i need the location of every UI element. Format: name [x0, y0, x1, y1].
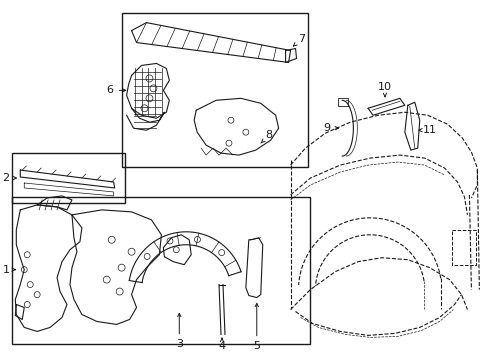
Bar — [122, 13, 308, 167]
Text: 4: 4 — [219, 338, 225, 351]
Text: 3: 3 — [176, 313, 183, 350]
Text: 11: 11 — [419, 125, 437, 135]
Text: 2: 2 — [2, 173, 17, 183]
Text: 1: 1 — [2, 265, 15, 275]
Text: 10: 10 — [378, 82, 392, 92]
Text: 6: 6 — [107, 85, 126, 95]
Text: 7: 7 — [294, 33, 306, 46]
Bar — [452, 230, 476, 265]
Text: 8: 8 — [261, 130, 273, 143]
Bar — [12, 197, 311, 345]
Text: 5: 5 — [253, 303, 260, 351]
Bar — [338, 98, 348, 106]
Bar — [12, 153, 124, 203]
Text: 9: 9 — [323, 123, 339, 133]
